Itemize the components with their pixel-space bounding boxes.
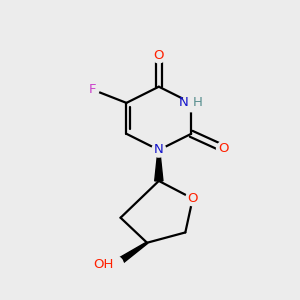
Circle shape <box>182 94 200 112</box>
Text: N: N <box>154 143 164 157</box>
Circle shape <box>106 256 124 274</box>
Text: OH: OH <box>93 258 113 271</box>
Polygon shape <box>112 242 148 268</box>
Text: O: O <box>218 142 229 155</box>
Text: F: F <box>89 83 96 96</box>
Text: O: O <box>154 49 164 62</box>
Circle shape <box>152 49 166 63</box>
Circle shape <box>217 142 231 156</box>
Circle shape <box>152 143 166 157</box>
Text: N: N <box>179 96 189 110</box>
Polygon shape <box>155 150 163 181</box>
Text: H: H <box>193 96 202 110</box>
Circle shape <box>86 83 99 96</box>
Text: O: O <box>188 192 198 205</box>
Circle shape <box>186 191 200 206</box>
